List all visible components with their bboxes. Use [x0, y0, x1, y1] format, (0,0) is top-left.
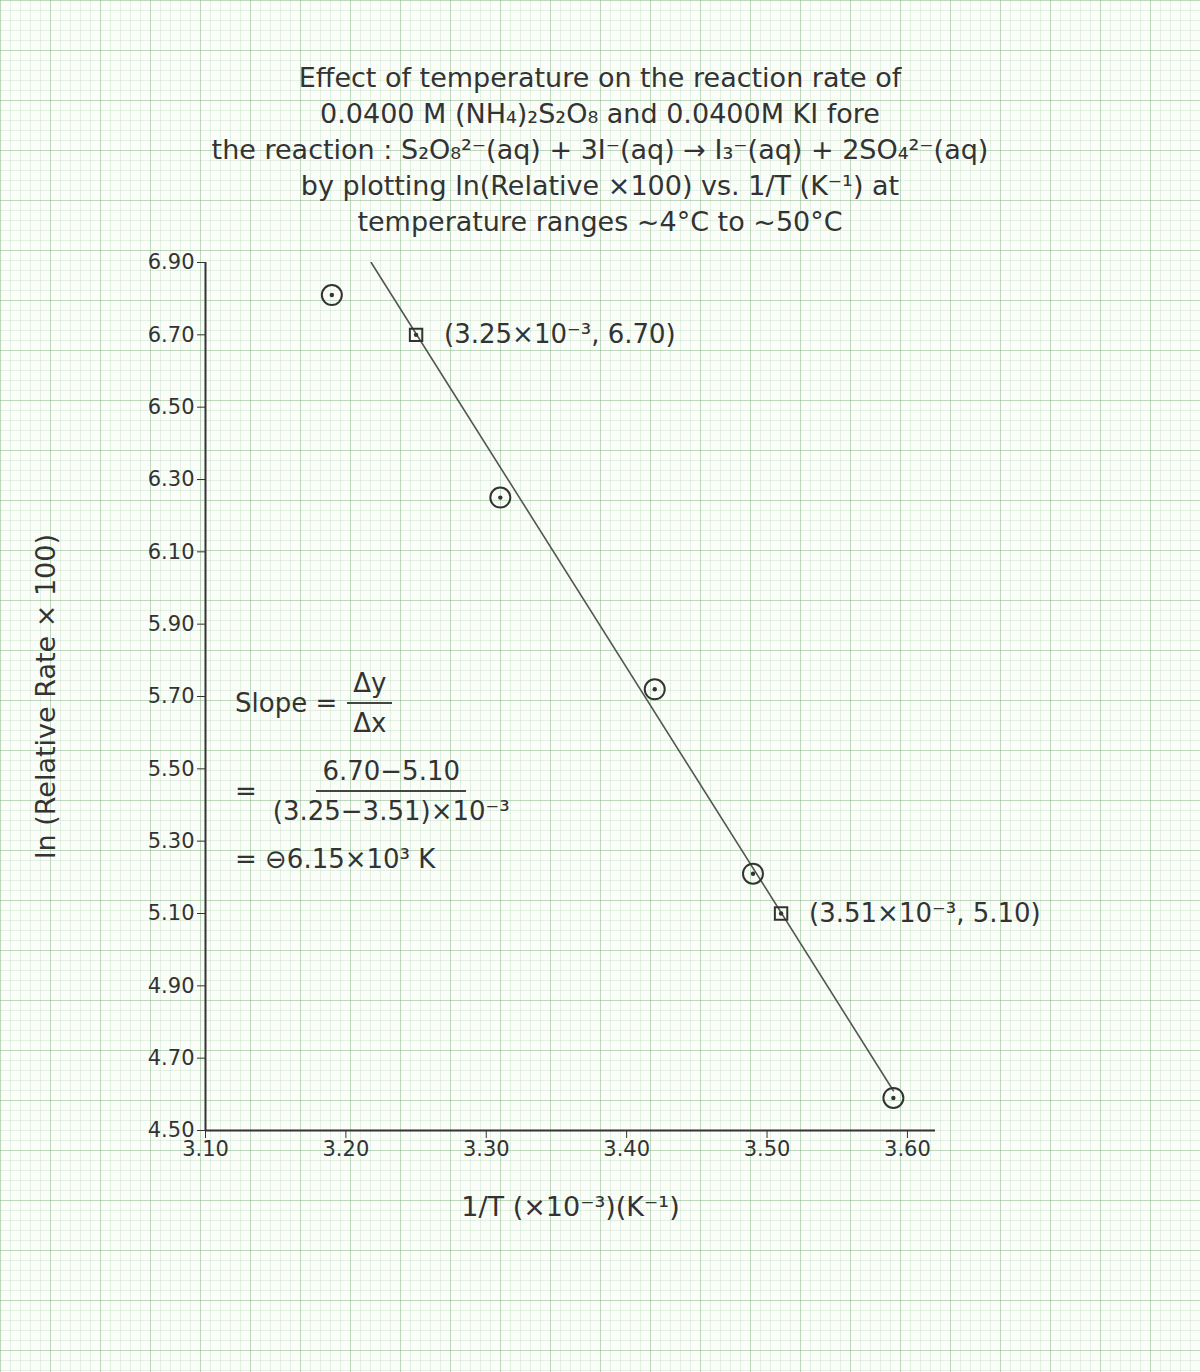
svg-text:ln (Relative Rate × 100): ln (Relative Rate × 100): [30, 534, 61, 859]
svg-text:(3.51×10⁻³, 5.10): (3.51×10⁻³, 5.10): [809, 898, 1041, 928]
html-text:by plotting ln(Relative ×100): by plotting ln(Relative ×100) vs. 1/T (K…: [300, 170, 900, 201]
svg-text:4.50: 4.50: [147, 1118, 195, 1143]
svg-text:3.60: 3.60: [884, 1137, 931, 1161]
html-text:(3.25−3.51)×10⁻³: (3.25−3.51)×10⁻³: [272, 796, 510, 826]
svg-text:6.30: 6.30: [148, 467, 195, 491]
svg-text:6.70: 6.70: [148, 323, 195, 347]
html-text:Δy: Δy: [353, 668, 387, 698]
html-text:0.0400 M (NH₄)₂S₂O₈ and 0.0400: 0.0400 M (NH₄)₂S₂O₈ and 0.0400M KI fore: [320, 98, 880, 129]
svg-text:3.30: 3.30: [463, 1137, 510, 1161]
html-text:= ⊖6.15×10³ K: = ⊖6.15×10³ K: [235, 844, 436, 874]
svg-text:5.10: 5.10: [148, 901, 195, 925]
svg-text:5.30: 5.30: [148, 829, 195, 853]
html-text:6.70−5.10: 6.70−5.10: [322, 756, 460, 786]
svg-text:3.50: 3.50: [744, 1137, 791, 1161]
html-text:Δx: Δx: [353, 708, 387, 738]
svg-text:4.70: 4.70: [148, 1046, 195, 1070]
svg-text:3.40: 3.40: [603, 1137, 650, 1161]
svg-text:3.20: 3.20: [323, 1137, 370, 1161]
html-text:Effect of temperature on the r: Effect of temperature on the reaction ra…: [298, 62, 902, 93]
svg-text:1/T (×10⁻³)(K⁻¹): 1/T (×10⁻³)(K⁻¹): [461, 1191, 679, 1222]
svg-text:3.10: 3.10: [182, 1137, 229, 1161]
svg-text:5.90: 5.90: [148, 612, 195, 636]
svg-text:(3.25×10⁻³, 6.70): (3.25×10⁻³, 6.70): [444, 319, 676, 349]
svg-text:5.50: 5.50: [148, 757, 195, 781]
html-text:Slope =: Slope =: [235, 688, 338, 718]
svg-text:5.70: 5.70: [148, 684, 195, 708]
svg-text:6.10: 6.10: [148, 540, 195, 564]
html-text:the reaction : S₂O₈²⁻(aq) + 3I: the reaction : S₂O₈²⁻(aq) + 3I⁻(aq) → I₃…: [211, 134, 989, 165]
svg-text:6.50: 6.50: [148, 395, 195, 419]
html-text:temperature ranges ~4°C to ~50: temperature ranges ~4°C to ~50°C: [357, 206, 843, 237]
svg-text:4.90: 4.90: [148, 974, 195, 998]
svg-text:6.90: 6.90: [148, 250, 195, 274]
